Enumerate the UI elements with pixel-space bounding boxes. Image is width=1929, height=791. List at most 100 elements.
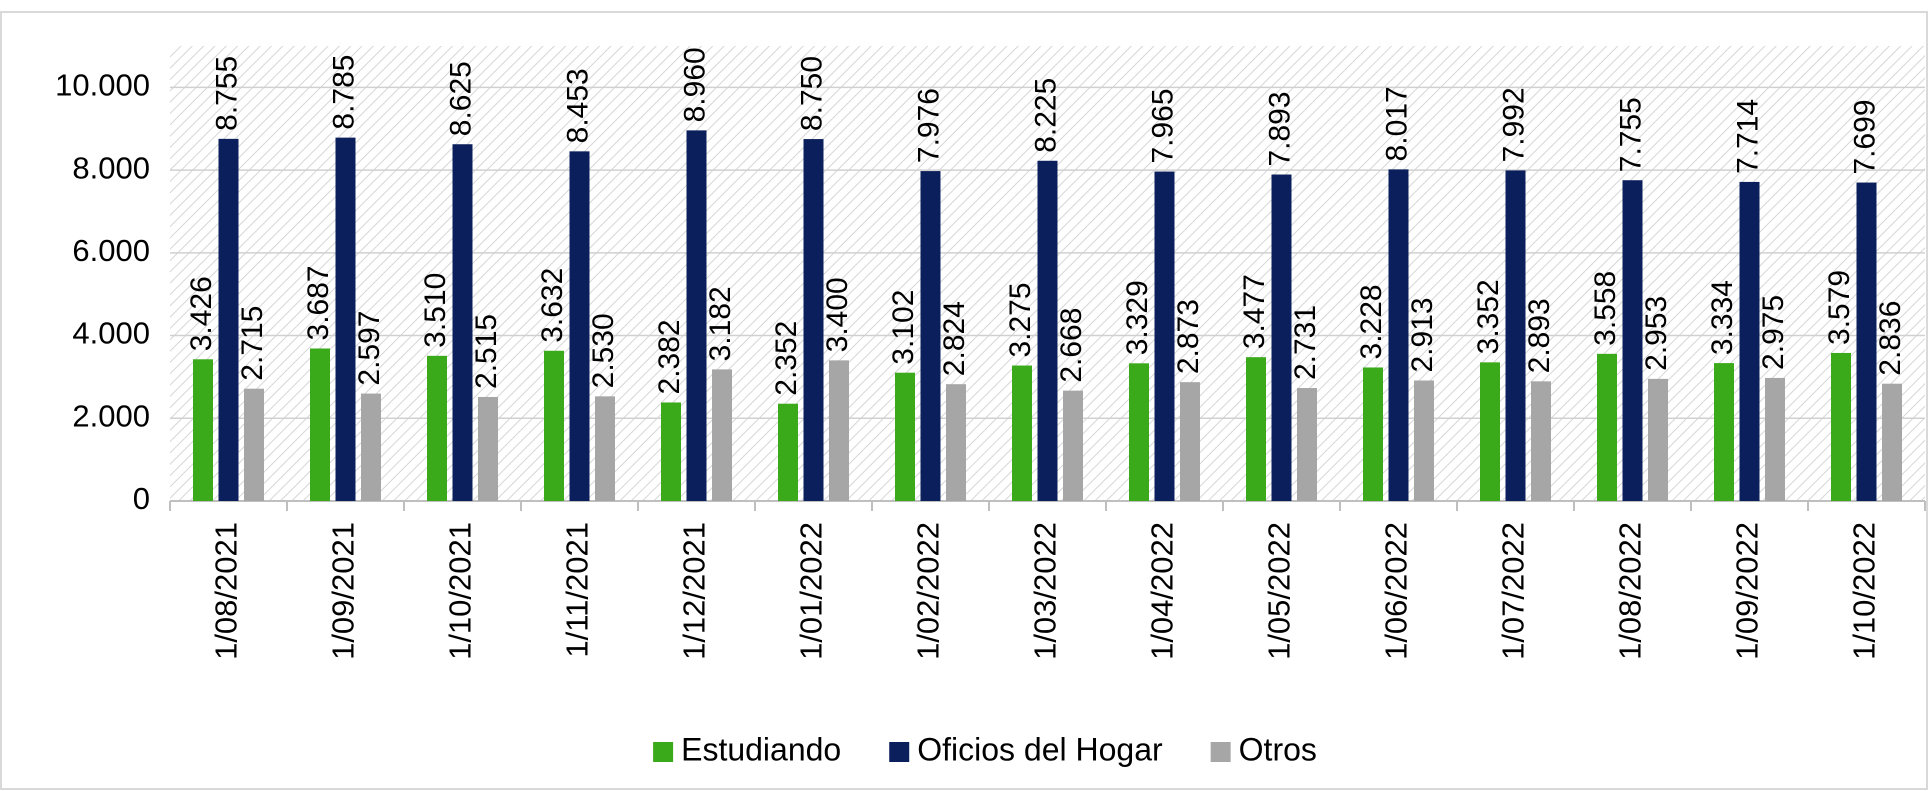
data-label: 8.785: [327, 55, 360, 130]
data-label: 2.975: [1757, 295, 1790, 370]
x-tick-label: 1/05/2022: [1262, 522, 1297, 660]
x-tick-label: 1/08/2022: [1613, 522, 1648, 660]
data-label: 8.017: [1380, 86, 1413, 161]
legend-label: Estudiando: [681, 731, 841, 767]
data-label: 3.228: [1355, 284, 1388, 359]
data-label: 8.960: [678, 47, 711, 122]
y-tick-label: 6.000: [72, 233, 150, 268]
data-label: 7.976: [912, 88, 945, 163]
bar: [1765, 377, 1785, 501]
data-label: 2.668: [1055, 308, 1088, 383]
legend-label: Oficios del Hogar: [917, 731, 1163, 767]
x-tick-label: 1/06/2022: [1379, 522, 1414, 660]
legend-swatch: [653, 742, 674, 762]
data-label: 3.687: [302, 265, 335, 340]
data-label: 2.597: [353, 311, 386, 386]
bar: [310, 348, 330, 501]
legend-swatch: [889, 742, 910, 762]
x-tick-label: 1/01/2022: [794, 522, 829, 660]
data-label: 3.400: [821, 277, 854, 352]
data-label: 7.965: [1146, 88, 1179, 163]
bar: [1246, 357, 1266, 501]
data-label: 8.453: [561, 68, 594, 143]
bar: [712, 369, 732, 501]
bar: [1597, 353, 1617, 501]
bar: [1505, 170, 1526, 501]
bar: [1648, 378, 1668, 501]
bar: [920, 171, 941, 502]
data-label: 8.750: [795, 56, 828, 131]
bar: [1622, 180, 1643, 501]
bar: [1063, 390, 1083, 501]
legend-swatch: [1210, 742, 1231, 762]
data-label: 8.225: [1029, 78, 1062, 153]
x-tick-label: 1/10/2022: [1847, 522, 1882, 660]
bar: [946, 384, 966, 501]
data-label: 3.632: [536, 268, 569, 343]
data-label: 3.558: [1589, 271, 1622, 346]
bar: [218, 138, 239, 501]
bar: [1012, 365, 1032, 501]
bar: [427, 355, 447, 501]
bar: [1388, 169, 1409, 501]
data-label: 8.755: [210, 56, 243, 131]
data-label: 2.824: [938, 301, 971, 376]
data-label: 2.352: [770, 321, 803, 396]
bar: [1714, 363, 1734, 501]
bar: [1037, 160, 1058, 501]
data-label: 2.913: [1406, 297, 1439, 372]
data-label: 2.382: [653, 319, 686, 394]
bar: [452, 144, 473, 501]
x-tick-label: 1/09/2022: [1730, 522, 1765, 660]
bar: [778, 403, 798, 501]
bar: [1297, 388, 1317, 501]
x-tick-label: 1/12/2021: [677, 522, 712, 660]
bar: [595, 396, 615, 501]
bar: [1739, 181, 1760, 502]
bar: [1882, 383, 1902, 501]
bar: [1856, 182, 1877, 501]
bar: [1180, 382, 1200, 501]
x-tick-label: 1/11/2021: [560, 522, 595, 658]
legend-label: Otros: [1239, 731, 1317, 767]
x-tick-label: 1/10/2021: [443, 522, 478, 660]
bar: [895, 372, 915, 501]
data-label: 7.755: [1614, 97, 1647, 172]
x-tick-label: 1/08/2021: [209, 522, 244, 660]
data-label: 8.625: [444, 61, 477, 136]
y-tick-label: 0: [133, 481, 150, 516]
data-label: 2.530: [587, 313, 620, 388]
data-label: 2.893: [1523, 298, 1556, 373]
data-label: 2.953: [1640, 296, 1673, 371]
bar: [803, 139, 824, 501]
y-tick-label: 2.000: [72, 398, 150, 433]
data-label: 7.714: [1731, 99, 1764, 174]
bar: [1154, 171, 1175, 501]
data-label: 2.515: [470, 314, 503, 389]
bar: [1129, 363, 1149, 501]
data-label: 3.102: [887, 290, 920, 365]
bar: [1480, 362, 1500, 501]
data-label: 3.579: [1823, 270, 1856, 345]
bar: [361, 393, 381, 501]
bar: [569, 151, 590, 501]
data-label: 2.731: [1289, 305, 1322, 380]
data-label: 3.182: [704, 286, 737, 361]
bar: [1363, 367, 1383, 501]
data-label: 3.510: [419, 273, 452, 348]
data-label: 7.992: [1497, 87, 1530, 162]
x-tick-label: 1/09/2021: [326, 522, 361, 660]
data-label: 3.329: [1121, 280, 1154, 355]
bar: [1414, 380, 1434, 501]
bar: [335, 137, 356, 501]
y-tick-label: 10.000: [55, 68, 150, 103]
y-tick-label: 4.000: [72, 316, 150, 351]
data-label: 3.477: [1238, 274, 1271, 349]
x-tick-label: 1/07/2022: [1496, 522, 1531, 660]
bar: [686, 130, 707, 501]
data-label: 3.275: [1004, 282, 1037, 357]
data-label: 2.873: [1172, 299, 1205, 374]
bar: [244, 388, 264, 501]
bar: [1831, 352, 1851, 501]
